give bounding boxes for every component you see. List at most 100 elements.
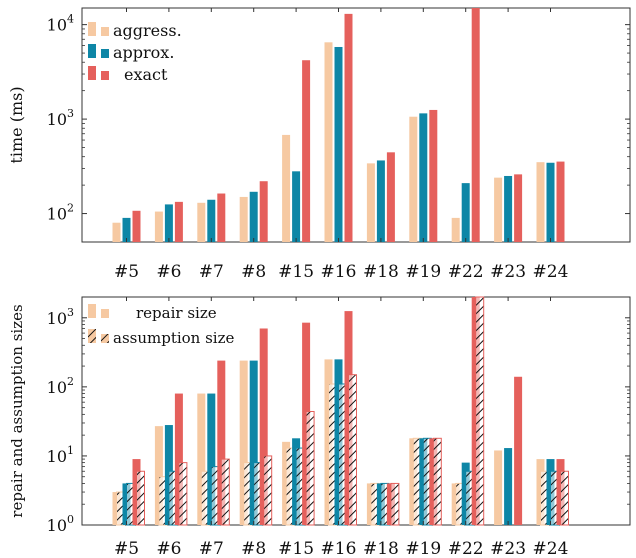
bar-exact	[259, 181, 268, 242]
bar-exact	[217, 193, 226, 242]
bar-aggress	[409, 116, 418, 242]
x-tick-label: #7	[199, 262, 224, 282]
x-tick-label: #16	[321, 262, 357, 282]
legend-swatch-exact	[101, 71, 109, 80]
bar-approx	[504, 175, 513, 242]
legend-swatch-assumption	[101, 334, 109, 343]
bar-exact	[471, 8, 480, 242]
legend-item-aggress: aggress.	[88, 21, 182, 40]
y-tick-label: 103	[47, 306, 74, 328]
bar-aggress	[451, 217, 460, 242]
x-tick-label: #8	[241, 539, 266, 558]
bar-repair-aggress	[154, 426, 163, 525]
legend-item-repair-size: repair size	[88, 304, 217, 322]
x-tick-label: #15	[278, 539, 314, 558]
bar-approx	[122, 217, 131, 242]
bar-aggress	[239, 196, 248, 242]
bar-repair-approx	[504, 448, 513, 525]
sizes-x-ticks: #5 #6 #7 #8 #15 #16 #18 #19 #22 #23 #24	[114, 297, 568, 558]
legend-swatch-assumption	[88, 329, 96, 343]
y-tick-label: 103	[47, 107, 74, 129]
legend-swatch-aggress	[88, 22, 96, 36]
x-tick-label: #5	[114, 262, 139, 282]
bar-repair-exact	[217, 360, 226, 525]
sizes-y-axis-label: repair and assumption sizes	[8, 304, 26, 517]
time-bars	[112, 8, 565, 242]
x-tick-label: #15	[278, 262, 314, 282]
bar-assumption-exact	[178, 462, 188, 526]
bar-repair-aggress	[197, 393, 206, 525]
x-tick-label: #19	[405, 539, 441, 558]
time-legend: aggress. approx. exact	[88, 21, 182, 84]
x-tick-label: #22	[448, 262, 484, 282]
x-tick-label: #18	[363, 262, 399, 282]
y-tick-label: 100	[47, 513, 74, 535]
bar-assumption-exact	[305, 410, 315, 526]
bar-approx	[461, 183, 470, 242]
y-tick-label: 102	[47, 375, 74, 397]
x-tick-label: #24	[533, 539, 569, 558]
bar-aggress	[282, 134, 291, 242]
bar-exact	[429, 109, 438, 242]
legend-swatch-aggress	[101, 27, 109, 36]
bar-approx	[207, 199, 216, 242]
bar-aggress	[154, 211, 163, 242]
legend-item-approx: approx.	[88, 43, 174, 62]
bar-repair-aggress	[494, 450, 503, 525]
time-x-ticks: #5 #6 #7 #8 #15 #16 #18 #19 #22 #23 #24	[114, 8, 568, 282]
legend-label-aggress: aggress.	[113, 21, 182, 40]
legend-item-assumption-size: assumption size	[88, 329, 235, 347]
sizes-y-ticks: 100 101 102 103	[47, 296, 630, 535]
bar-aggress	[324, 42, 333, 242]
bar-aggress	[197, 202, 206, 242]
x-tick-label: #18	[363, 539, 399, 558]
bar-assumption-exact	[348, 374, 357, 526]
bar-aggress	[366, 163, 375, 242]
bar-aggress	[112, 222, 121, 242]
x-tick-label: #22	[448, 539, 484, 558]
bar-approx	[546, 162, 555, 242]
time-y-ticks: 102 103 104	[47, 13, 630, 224]
legend-swatch-exact	[88, 66, 96, 80]
x-tick-label: #8	[241, 262, 266, 282]
bar-assumption-exact	[390, 482, 400, 526]
sizes-legend: repair size assumption size	[88, 304, 235, 347]
bar-repair-exact	[514, 376, 523, 525]
bar-aggress	[494, 177, 503, 242]
legend-swatch-repair	[88, 304, 96, 318]
x-tick-label: #6	[156, 539, 181, 558]
bar-exact	[556, 161, 565, 242]
bar-assumption-exact	[475, 296, 485, 526]
x-tick-label: #19	[405, 262, 441, 282]
legend-item-exact: exact	[88, 65, 168, 84]
bar-exact	[132, 210, 141, 242]
y-tick-label: 101	[47, 444, 74, 466]
bar-repair-approx	[207, 393, 216, 525]
bar-repair-approx	[249, 360, 258, 525]
x-tick-label: #6	[156, 262, 181, 282]
bar-assumption-exact	[432, 437, 442, 526]
bar-assumption-exact	[560, 470, 569, 526]
legend-swatch-approx	[88, 44, 96, 58]
bar-exact	[302, 60, 311, 242]
y-tick-label: 104	[47, 13, 74, 35]
bar-assumption-exact	[263, 455, 273, 526]
x-tick-label: #23	[490, 539, 526, 558]
time-plot-area	[81, 7, 631, 243]
bar-repair-exact	[174, 393, 183, 525]
time-y-axis-label: time (ms)	[7, 86, 26, 163]
legend-label-repair-size: repair size	[136, 304, 217, 322]
legend-label-exact: exact	[124, 65, 168, 84]
x-tick-label: #23	[490, 262, 526, 282]
bar-exact	[344, 13, 353, 242]
x-tick-label: #5	[114, 539, 139, 558]
x-tick-label: #24	[533, 262, 569, 282]
bar-approx	[376, 160, 385, 242]
bar-assumption-exact	[220, 458, 230, 526]
x-tick-label: #7	[199, 539, 224, 558]
bar-aggress	[536, 162, 545, 242]
bar-exact	[514, 174, 523, 242]
